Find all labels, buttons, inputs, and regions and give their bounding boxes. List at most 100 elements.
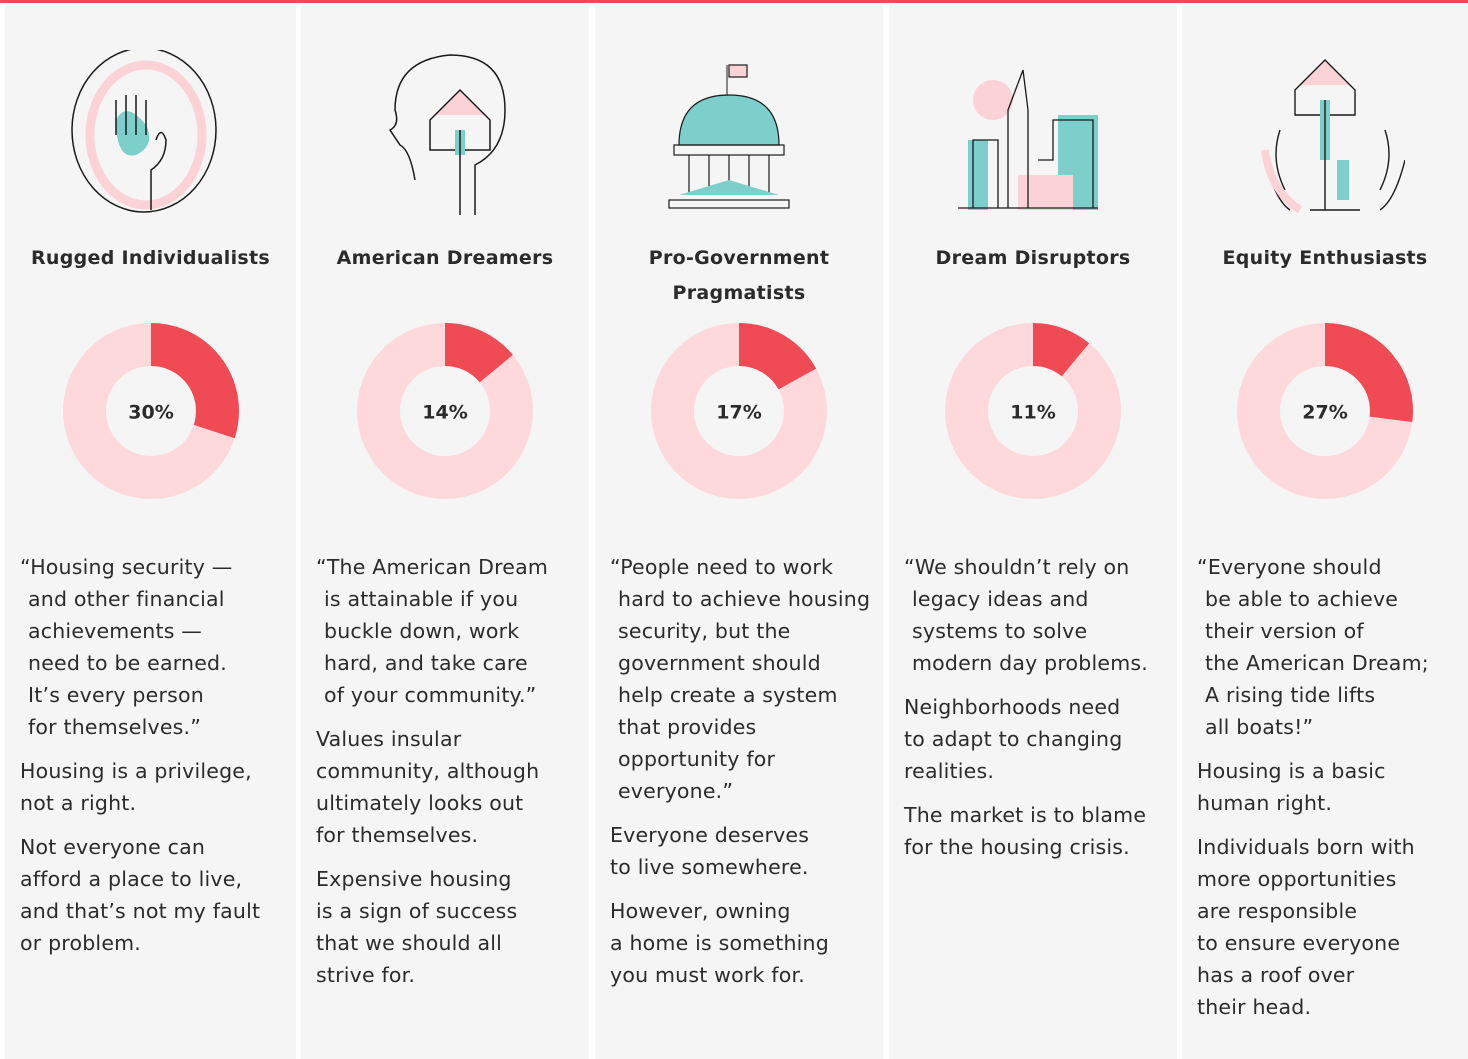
text-line: The market is to blame [904, 803, 1147, 827]
paragraph: Everyone deserves to live somewhere. [610, 819, 875, 883]
text-line: is a sign of success [316, 899, 518, 923]
text-line: community, although [316, 759, 540, 783]
text-line: realities. [904, 759, 995, 783]
text-line: modern day problems. [912, 651, 1148, 675]
text-line: that we should all [316, 931, 503, 955]
text-line: their head. [1197, 995, 1312, 1019]
text-line: to ensure everyone [1197, 931, 1401, 955]
column: Dream Disruptors 11% “We shouldn’t rely on… [889, 5, 1177, 1059]
text-line: Expensive housing [316, 867, 512, 891]
top-bar [0, 0, 1468, 3]
paragraph: “People need to work hard to achieve hous… [610, 551, 875, 807]
description: “The American Dream is attainable if you b… [316, 551, 581, 1003]
paragraph: Neighborhoods need to adapt to changing re… [904, 691, 1169, 787]
donut-chart: 17% [651, 323, 827, 499]
column-title: Pro-Government Pragmatists [648, 247, 830, 304]
icon [70, 50, 217, 213]
text-line: or problem. [20, 931, 142, 955]
text-line: hard, and take care [324, 651, 528, 675]
text-line: of your community.” [324, 683, 537, 707]
donut-label: 27% [1302, 402, 1347, 424]
icon [668, 64, 790, 209]
text-line: is attainable if you [324, 587, 519, 611]
text-line: It’s every person [28, 683, 204, 707]
icon [1261, 59, 1405, 214]
paragraph: Expensive housing is a sign of success tha… [316, 863, 581, 991]
text-line: A rising tide lifts [1205, 683, 1376, 707]
donut-chart: 14% [357, 323, 533, 499]
text-line: the American Dream; [1205, 651, 1429, 675]
paragraph: Individuals born with more opportunities a… [1197, 831, 1460, 1023]
text-line: “People need to work [610, 555, 834, 579]
paragraph: Housing is a basic human right. [1197, 755, 1460, 819]
paragraph: However, owning a home is something you mu… [610, 895, 875, 991]
column-title: American Dreamers [336, 247, 554, 269]
text-line: Housing is a privilege, [20, 759, 252, 783]
text-line: Individuals born with [1197, 835, 1415, 859]
text-line: all boats!” [1205, 715, 1314, 739]
text-line: their version of [1205, 619, 1364, 643]
description: “Everyone should be able to achieve their … [1197, 551, 1460, 1035]
paragraph: Housing is a privilege, not a right. [20, 755, 288, 819]
text-line: However, owning [610, 899, 791, 923]
text-line: not a right. [20, 791, 137, 815]
text-line: more opportunities [1197, 867, 1397, 891]
text-line: to live somewhere. [610, 855, 809, 879]
text-line: security, but the [618, 619, 791, 643]
text-line: strive for. [316, 963, 416, 987]
text-line: help create a system [618, 683, 838, 707]
donut-segment [1237, 323, 1413, 499]
text-line: afford a place to live, [20, 867, 243, 891]
paragraph: Values insular community, although ultimat… [316, 723, 581, 851]
text-line: for themselves. [316, 823, 479, 847]
donut-segment [945, 323, 1121, 499]
paragraph: “Everyone should be able to achieve their … [1197, 551, 1460, 743]
donut-label: 14% [422, 402, 467, 424]
text-line: legacy ideas and [912, 587, 1089, 611]
text-line: for the housing crisis. [904, 835, 1130, 859]
column-title: Rugged Individualists [30, 247, 271, 269]
text-line: you must work for. [610, 963, 805, 987]
column-title: Equity Enthusiasts [1222, 247, 1428, 269]
text-line: “Housing security — [20, 555, 233, 579]
text-line: everyone.” [618, 779, 734, 803]
donut-chart: 30% [62, 323, 239, 499]
text-line: and other financial [28, 587, 225, 611]
column: Equity Enthusiasts 27% “Everyone should be … [1182, 5, 1468, 1059]
donut-chart: 11% [945, 323, 1121, 499]
text-line: Housing is a basic [1197, 759, 1386, 783]
text-line: buckle down, work [324, 619, 520, 643]
donut-label: 11% [1010, 402, 1055, 424]
text-line: Neighborhoods need [904, 695, 1121, 719]
column: Pro-Government Pragmatists 17% “People nee… [595, 5, 883, 1059]
donut-segment [357, 323, 533, 499]
column: American Dreamers 14% “The American Dream i… [301, 5, 589, 1059]
text-line: need to be earned. [28, 651, 227, 675]
text-line: for themselves.” [28, 715, 202, 739]
text-line: “The American Dream [316, 555, 549, 579]
text-line: opportunity for [618, 747, 776, 771]
paragraph: “We shouldn’t rely on legacy ideas and sys… [904, 551, 1169, 679]
text-line: are responsible [1197, 899, 1358, 923]
text-line: has a roof over [1197, 963, 1355, 987]
donut-label: 17% [716, 402, 761, 424]
text-line: that provides [618, 715, 757, 739]
paragraph: Not everyone can afford a place to live, a… [20, 831, 288, 959]
text-line: human right. [1197, 791, 1333, 815]
icon [388, 54, 506, 215]
donut-chart: 27% [1237, 323, 1413, 499]
donut-segment [651, 323, 827, 499]
text-line: a home is something [610, 931, 829, 955]
text-line: to adapt to changing [904, 727, 1123, 751]
text-line: and that’s not my fault [20, 899, 261, 923]
text-line: Values insular [316, 727, 462, 751]
paragraph: “Housing security — and other financial ac… [20, 551, 288, 743]
description: “We shouldn’t rely on legacy ideas and sys… [904, 551, 1169, 875]
text-line: “Everyone should [1197, 555, 1382, 579]
text-line: be able to achieve [1205, 587, 1399, 611]
text-line: ultimately looks out [316, 791, 524, 815]
text-line: Everyone deserves [610, 823, 810, 847]
text-line: government should [618, 651, 821, 675]
icon [958, 69, 1098, 210]
